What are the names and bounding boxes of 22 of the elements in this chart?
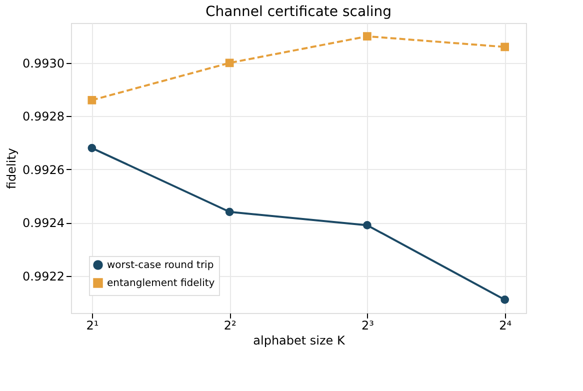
x-tick-label: 2² (224, 318, 236, 332)
y-tick-label: 0.9930 (22, 56, 64, 70)
y-tick-label: 0.9926 (22, 162, 64, 177)
x-tick-label: 2³ (361, 318, 374, 332)
point (363, 32, 372, 40)
x-tick-label: 2⁴ (499, 318, 512, 332)
y-tick-label: 0.9924 (22, 216, 64, 230)
legend-label: worst-case round trip (107, 260, 214, 271)
y-axis-title: fidelity (4, 148, 19, 190)
x-axis-title: alphabet size K (253, 334, 346, 348)
chart-title: Channel certificate scaling (205, 4, 392, 20)
point (225, 208, 234, 216)
x-tick-label: 2¹ (86, 318, 99, 332)
point (500, 42, 510, 52)
legend-label: entanglement fidelity (107, 278, 215, 289)
point (88, 96, 96, 104)
y-tick-label: 0.9928 (22, 110, 64, 124)
y-tick-label: 0.9922 (22, 269, 64, 284)
point (363, 221, 372, 230)
point (500, 296, 510, 304)
point (225, 58, 234, 68)
point (88, 144, 96, 152)
